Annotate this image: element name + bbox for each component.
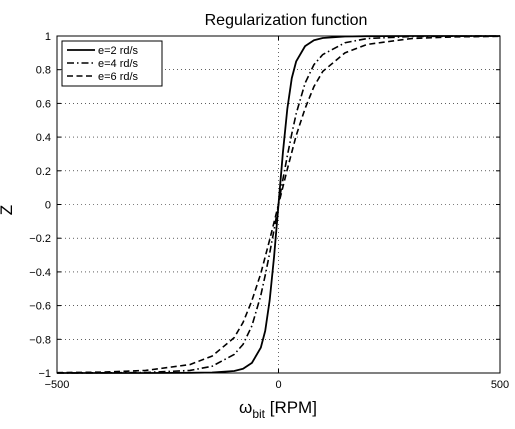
- series-lines: [56, 35, 501, 374]
- y-tick-label: 0: [45, 200, 51, 212]
- x-tick-label: −500: [45, 379, 70, 391]
- y-tick-label: −0.6: [29, 301, 51, 313]
- y-tick-label: −0.8: [29, 334, 51, 346]
- series-line-3: [56, 35, 501, 374]
- ticks: −1 −0.8 −0.6 −0.4 −0.2 0 0.2 0.4 0.6 0.8 1 −500 0 500: [29, 31, 509, 391]
- y-tick-label: −0.2: [29, 233, 51, 245]
- y-axis-label: Z: [0, 205, 16, 215]
- chart-title: Regularization function: [205, 12, 368, 29]
- y-tick-label: 1: [45, 31, 51, 43]
- legend: e=2 rd/se=4 rd/se=6 rd/s: [61, 40, 163, 87]
- x-axis-label-main: ω: [239, 398, 252, 417]
- x-axis-label-unit: [RPM]: [265, 398, 317, 417]
- legend-label: e=4 rd/s: [98, 58, 139, 70]
- x-axis-label-sub: bit: [252, 407, 265, 421]
- legend-box: [61, 40, 163, 87]
- y-tick-label: −1: [38, 368, 51, 380]
- legend-label: e=2 rd/s: [98, 45, 139, 57]
- x-tick-label: 500: [491, 379, 509, 391]
- y-tick-label: 0.4: [36, 132, 51, 144]
- x-axis-label: ωbit [RPM]: [239, 398, 317, 421]
- y-tick-label: 0.8: [36, 65, 51, 77]
- y-tick-label: −0.4: [29, 267, 51, 279]
- legend-label: e=6 rd/s: [98, 71, 139, 83]
- y-tick-label: 0.6: [36, 98, 51, 110]
- x-tick-label: 0: [275, 379, 281, 391]
- y-tick-label: 0.2: [36, 166, 51, 178]
